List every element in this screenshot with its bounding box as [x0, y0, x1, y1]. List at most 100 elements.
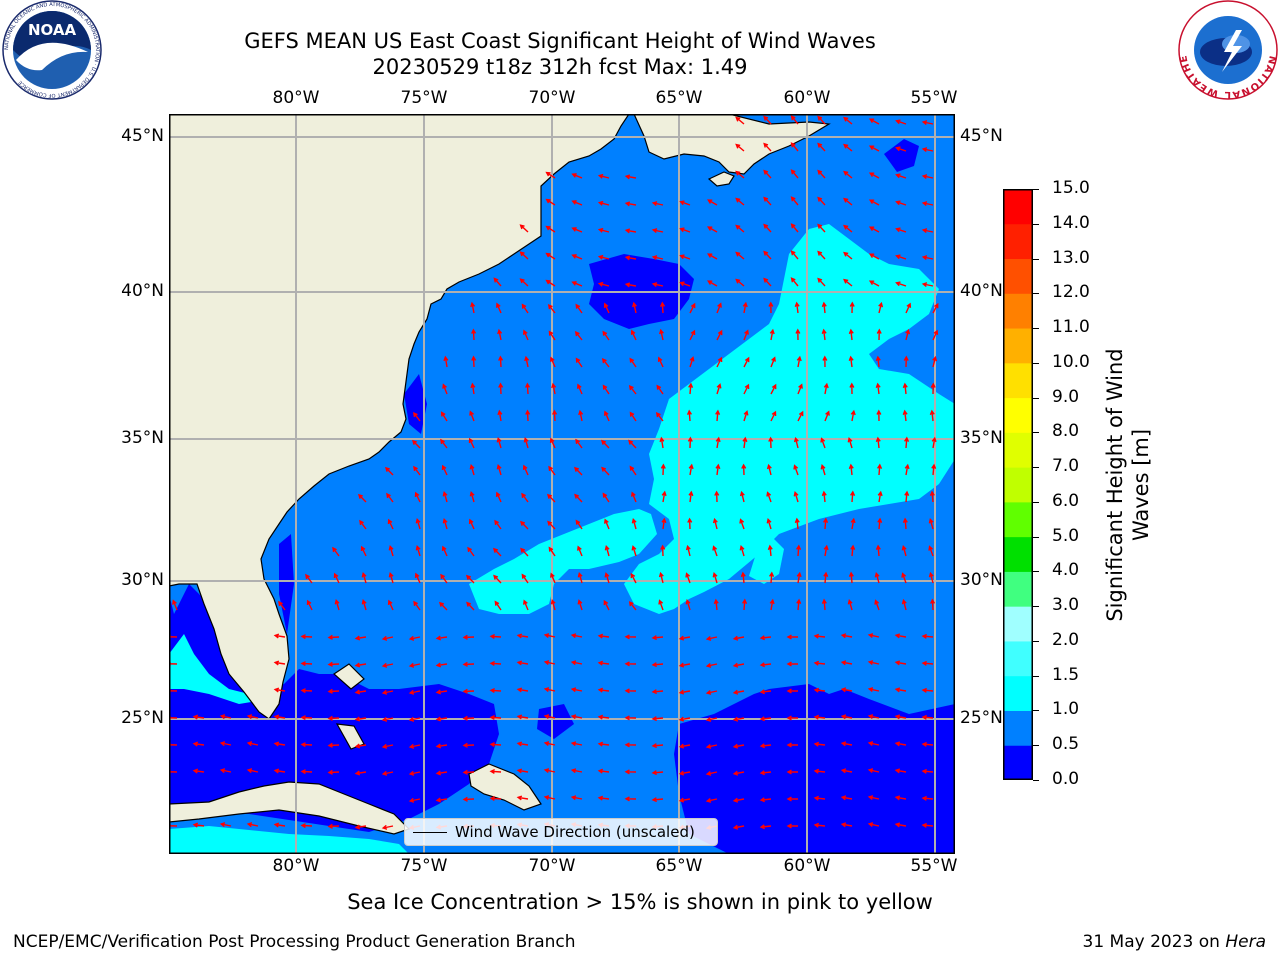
wave-direction-arrow	[769, 328, 775, 341]
run-date: 31 May 2023 on Hera	[1083, 932, 1267, 952]
wave-direction-arrow	[597, 714, 610, 720]
wave-direction-arrow	[519, 251, 529, 260]
wave-direction-arrow	[354, 689, 367, 695]
wave-direction-arrow	[192, 741, 205, 747]
wave-direction-arrow	[868, 280, 880, 287]
wave-direction-arrow	[570, 714, 583, 720]
wave-direction-arrow	[716, 329, 723, 341]
wave-direction-arrow	[462, 661, 475, 667]
run-date-text: 31 May 2023 on	[1082, 932, 1226, 952]
wave-direction-arrow	[624, 174, 637, 180]
map-frame	[169, 114, 955, 854]
wave-direction-arrow	[546, 493, 556, 503]
wave-direction-arrow	[300, 634, 313, 640]
wave-direction-arrow	[360, 545, 367, 557]
wave-direction-arrow	[895, 254, 907, 260]
wave-direction-arrow	[759, 797, 772, 803]
colorbar-swatch	[1003, 328, 1033, 364]
wave-direction-arrow	[327, 769, 340, 775]
wave-direction-arrow	[705, 743, 718, 749]
wave-direction-arrow	[868, 172, 880, 179]
lat-label-right: 25°N	[960, 708, 1003, 728]
wave-direction-arrow	[471, 328, 477, 341]
wave-direction-arrow	[525, 382, 531, 395]
wave-direction-arrow	[327, 715, 340, 721]
wave-direction-arrow	[440, 438, 448, 449]
wave-direction-arrow	[843, 278, 853, 287]
wave-direction-arrow	[570, 687, 583, 693]
wave-direction-arrow	[843, 224, 853, 233]
wave-direction-arrow	[705, 662, 718, 668]
colorbar-tick-mark	[1033, 745, 1039, 747]
wave-direction-arrow	[624, 742, 637, 748]
wave-direction-arrow	[796, 544, 802, 557]
wave-direction-arrow	[921, 768, 934, 774]
wave-direction-arrow	[441, 545, 448, 557]
colorbar-tick-mark	[1033, 397, 1039, 399]
colorbar-swatch	[1003, 675, 1033, 711]
wave-direction-arrow	[306, 599, 313, 611]
wave-direction-arrow	[759, 716, 772, 722]
wave-direction-arrow	[876, 409, 882, 422]
wave-direction-arrow	[735, 143, 745, 152]
wave-direction-arrow	[848, 328, 854, 341]
wave-direction-arrow	[408, 662, 421, 668]
wave-direction-arrow	[732, 824, 745, 830]
wave-direction-arrow	[867, 633, 880, 639]
wave-direction-arrow	[520, 547, 529, 557]
wave-direction-arrow	[850, 544, 856, 557]
legend-line-sample	[413, 831, 447, 833]
wave-direction-arrow	[305, 573, 313, 584]
lat-label-left: 35°N	[121, 428, 164, 448]
wave-direction-arrow	[651, 797, 664, 803]
lon-label-top: 55°W	[910, 88, 958, 108]
wave-direction-arrow	[679, 200, 691, 206]
wave-direction-arrow	[497, 328, 503, 341]
wave-direction-arrow	[408, 716, 421, 722]
colorbar-tick-label: 8.0	[1052, 421, 1080, 442]
wave-direction-arrow	[769, 598, 775, 611]
wave-direction-arrow	[521, 303, 529, 314]
wave-direction-arrow	[797, 383, 803, 395]
wave-direction-arrow	[790, 142, 799, 152]
wave-direction-arrow	[273, 741, 286, 747]
wave-direction-arrow	[735, 197, 745, 206]
wave-direction-arrow	[602, 384, 610, 395]
wave-direction-arrow	[850, 490, 856, 503]
wave-direction-arrow	[489, 714, 502, 720]
lon-label-bottom: 70°W	[528, 856, 576, 876]
wave-direction-arrow	[354, 743, 367, 749]
wave-direction-arrow	[657, 356, 664, 368]
wave-direction-arrow	[687, 436, 693, 449]
wave-direction-arrow	[705, 770, 718, 776]
wave-direction-arrow	[651, 743, 664, 749]
colorbar-tick-mark	[1033, 432, 1039, 434]
moderate-wave-regions	[169, 224, 955, 854]
wave-direction-arrow	[689, 329, 696, 341]
wave-direction-arrow	[921, 282, 934, 288]
wave-direction-arrow	[921, 714, 934, 720]
wave-direction-arrow	[192, 822, 205, 828]
wave-direction-arrow	[543, 795, 556, 801]
wave-direction-arrow	[543, 660, 556, 666]
wave-direction-arrow	[578, 409, 584, 422]
wave-direction-arrow	[651, 770, 664, 776]
wave-direction-arrow	[660, 463, 666, 476]
wave-direction-arrow	[895, 119, 907, 125]
wave-direction-arrow	[921, 633, 934, 639]
wave-direction-arrow	[550, 356, 556, 368]
wave-direction-arrow	[823, 544, 829, 557]
lat-label-right: 45°N	[960, 126, 1003, 146]
wave-direction-arrow	[894, 633, 907, 639]
wave-direction-arrow	[300, 823, 313, 829]
wave-direction-arrow	[547, 520, 556, 530]
wave-direction-arrow	[519, 520, 529, 530]
wave-direction-arrow	[381, 824, 394, 830]
wave-direction-arrow	[813, 822, 826, 828]
wave-direction-arrow	[759, 689, 772, 695]
wave-direction-arrow	[848, 463, 854, 476]
wave-direction-arrow	[525, 409, 531, 422]
wave-direction-arrow	[796, 571, 802, 584]
colorbar-label-line2: Waves [m]	[1129, 428, 1153, 542]
colorbar-tick-mark	[1033, 606, 1039, 608]
